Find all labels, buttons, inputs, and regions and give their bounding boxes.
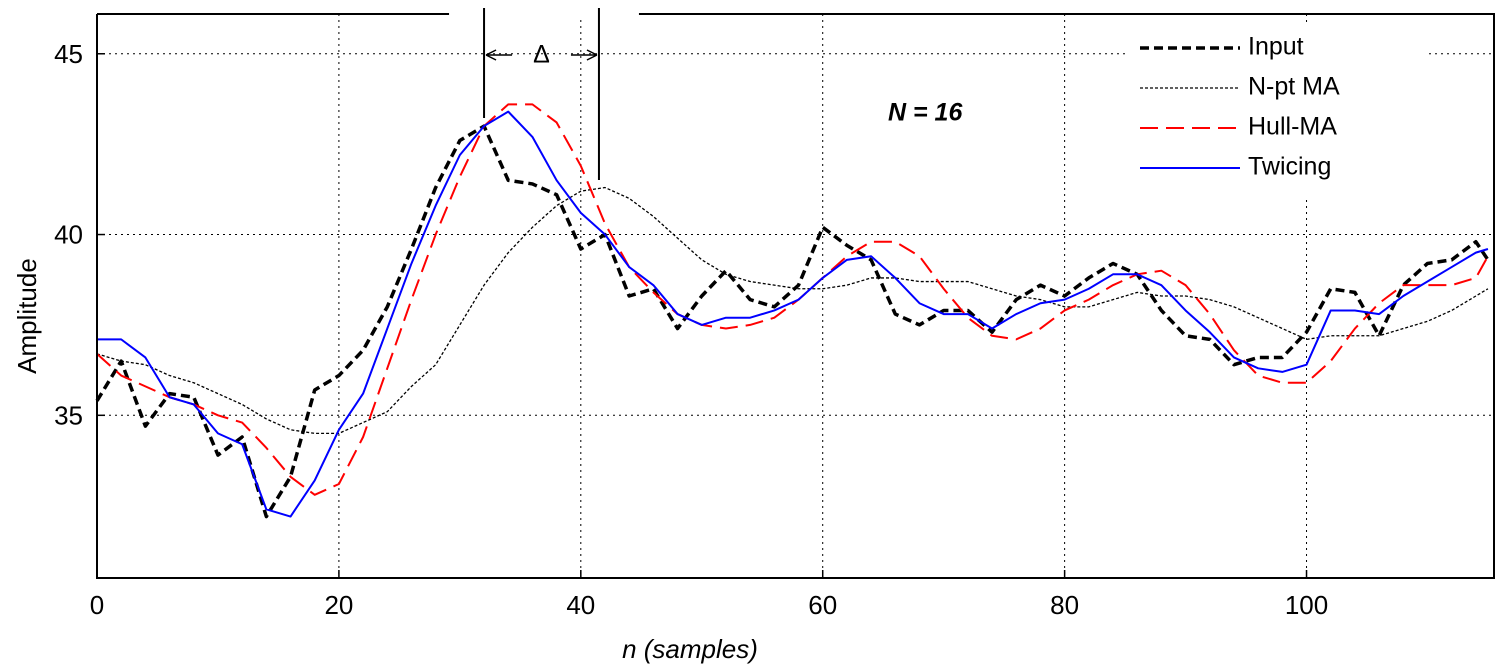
x-tick-label: 60 bbox=[808, 590, 837, 620]
legend-label: N-pt MA bbox=[1248, 73, 1340, 101]
x-tick-label: 40 bbox=[566, 590, 595, 620]
annotation: N = 16 bbox=[888, 99, 963, 127]
legend-label: Input bbox=[1248, 33, 1304, 61]
y-tick-label: 40 bbox=[54, 220, 83, 250]
legend-label: Twicing bbox=[1248, 153, 1331, 181]
x-tick-label: 0 bbox=[90, 590, 104, 620]
y-axis-label: Amplitude bbox=[12, 258, 42, 374]
delta-gap bbox=[449, 0, 639, 20]
legend: Input N-pt MA Hull-MA Twicing bbox=[1125, 26, 1425, 196]
x-axis-label: n (samples) bbox=[622, 634, 758, 664]
series-line bbox=[95, 124, 1490, 519]
delta-arrow bbox=[485, 49, 513, 61]
series-line bbox=[96, 186, 1489, 435]
delta-label: Δ bbox=[533, 41, 550, 69]
y-tick-label: 35 bbox=[54, 400, 83, 430]
delta-arrow bbox=[570, 49, 598, 61]
x-tick-label: 80 bbox=[1050, 590, 1079, 620]
x-tick-label: 20 bbox=[324, 590, 353, 620]
series-line bbox=[97, 110, 1489, 518]
y-tick-label: 45 bbox=[54, 39, 83, 69]
legend-label: Hull-MA bbox=[1248, 113, 1337, 141]
axes-frame bbox=[96, 13, 1495, 579]
x-tick-label: 100 bbox=[1285, 590, 1328, 620]
